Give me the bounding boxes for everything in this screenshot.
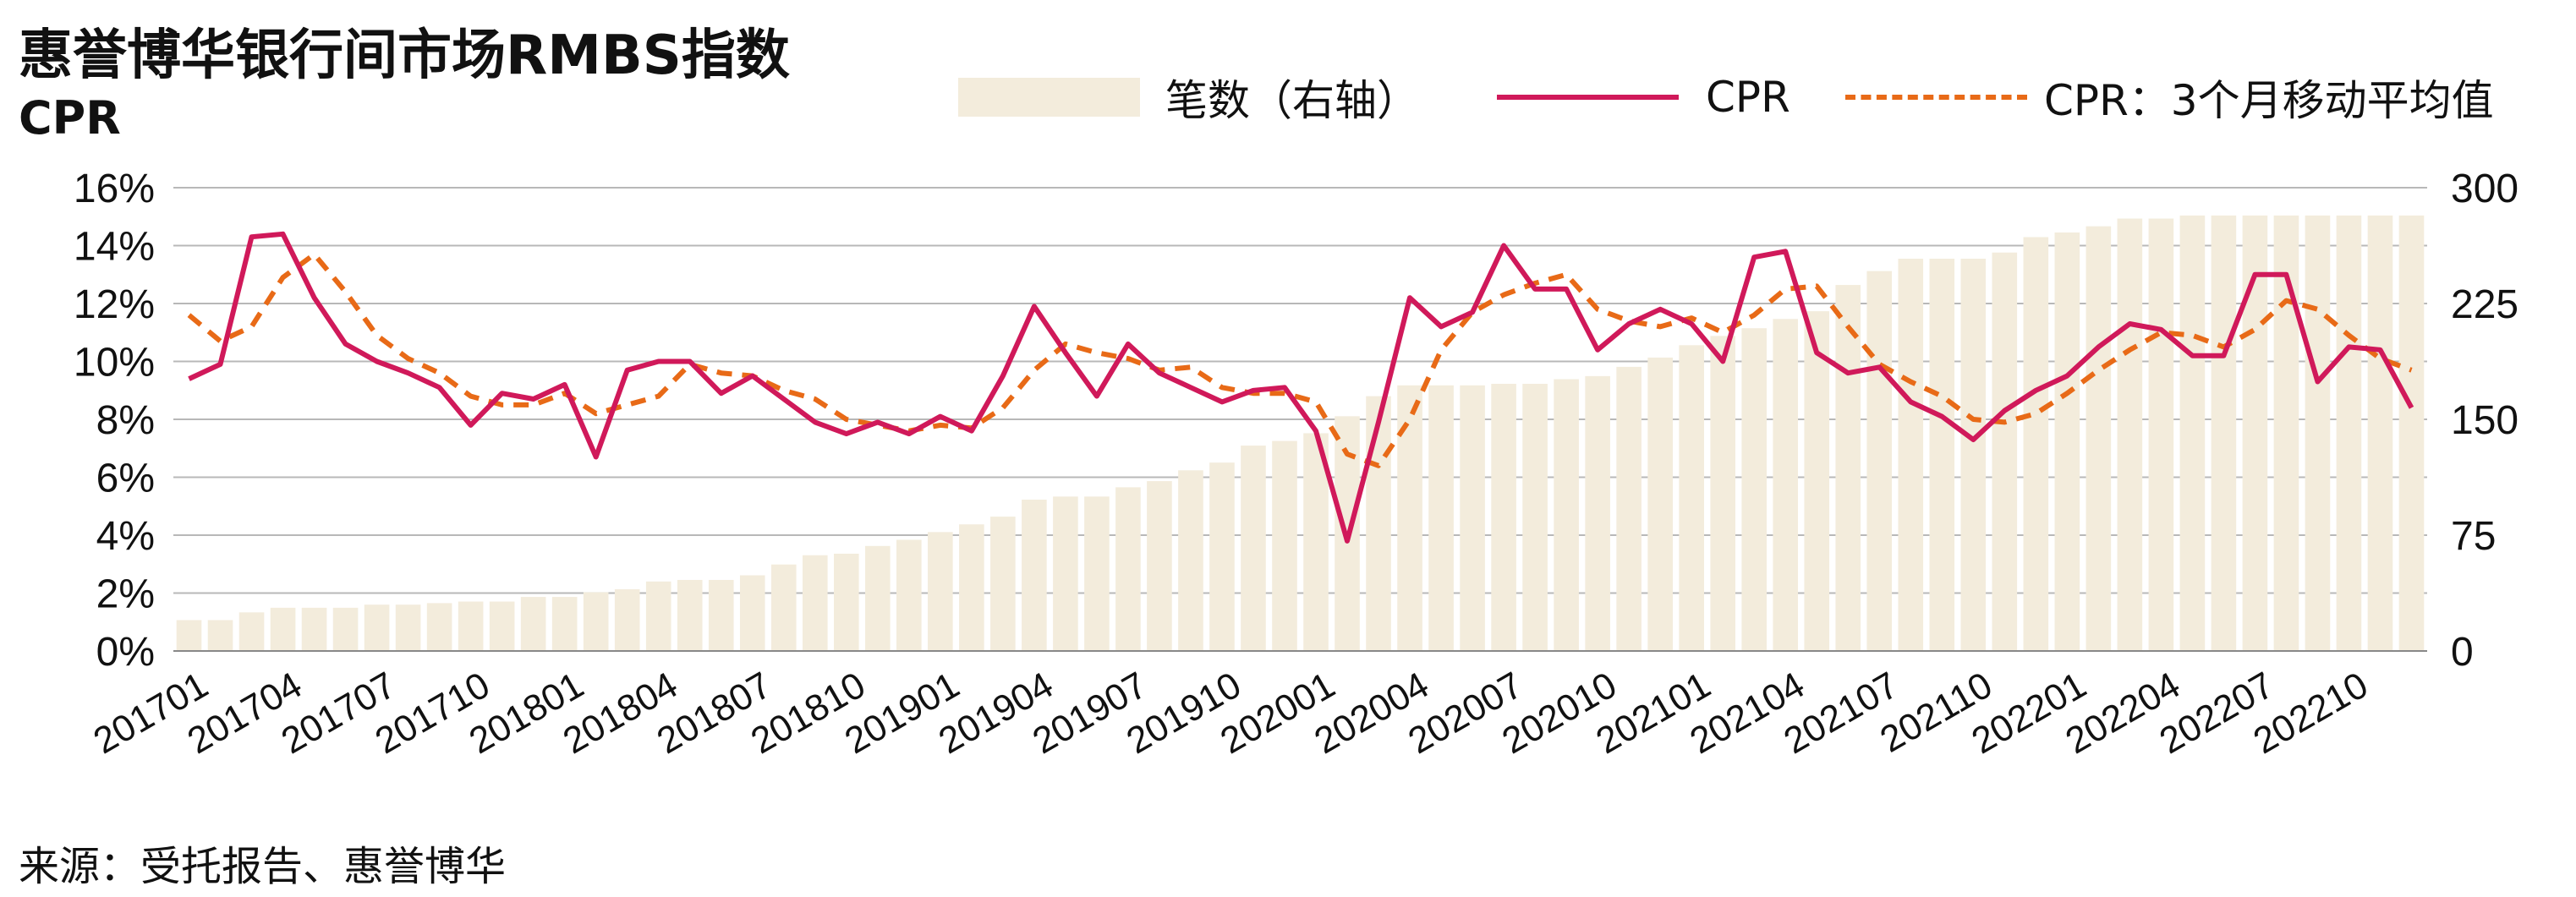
legend-bars-swatch bbox=[958, 78, 1140, 117]
bar bbox=[1209, 462, 1235, 651]
y-right-tick-label: 0 bbox=[2451, 630, 2474, 675]
bar bbox=[1741, 328, 1768, 651]
bar bbox=[1647, 357, 1673, 651]
bar bbox=[677, 579, 703, 651]
bar bbox=[2305, 215, 2331, 651]
y-left-tick-label: 10% bbox=[74, 341, 155, 386]
bar bbox=[1710, 336, 1735, 651]
bar bbox=[2054, 232, 2080, 651]
bar bbox=[1115, 487, 1141, 651]
y-left-tick-label: 2% bbox=[96, 572, 155, 617]
bar bbox=[1084, 496, 1110, 651]
bar bbox=[520, 597, 546, 651]
bar bbox=[1804, 311, 1830, 651]
bar bbox=[583, 592, 609, 651]
bar bbox=[739, 575, 765, 651]
bar bbox=[332, 607, 359, 651]
y-left-tick-label: 16% bbox=[74, 167, 155, 211]
bar bbox=[1272, 440, 1297, 651]
bar bbox=[708, 579, 734, 651]
bar bbox=[2242, 215, 2268, 651]
bar bbox=[1773, 319, 1799, 651]
bar bbox=[1053, 496, 1078, 651]
y-left-tick-label: 14% bbox=[74, 225, 155, 270]
bar bbox=[1491, 383, 1516, 651]
legend-bars-label: 笔数（右轴） bbox=[1165, 76, 1419, 125]
bar bbox=[426, 603, 452, 651]
bar bbox=[176, 620, 202, 651]
ma-line bbox=[187, 251, 2413, 468]
bar bbox=[1835, 285, 1861, 651]
y-right-tick-label: 150 bbox=[2451, 398, 2518, 443]
bar bbox=[2367, 215, 2393, 651]
bar bbox=[1178, 470, 1203, 651]
bar bbox=[364, 604, 390, 651]
y-left-tick-label: 12% bbox=[74, 282, 155, 327]
y-right-tick-label: 75 bbox=[2451, 514, 2496, 559]
bar bbox=[1428, 385, 1454, 651]
cpr-line bbox=[188, 231, 2414, 544]
bar bbox=[1397, 385, 1422, 651]
legend-cpr: CPR bbox=[1497, 68, 1790, 127]
bar bbox=[2148, 218, 2174, 651]
legend-bars: 笔数（右轴） bbox=[958, 68, 1419, 127]
bar bbox=[1022, 499, 1047, 651]
bar bbox=[865, 545, 891, 651]
bar bbox=[2085, 226, 2112, 651]
bar bbox=[1366, 396, 1391, 651]
bar bbox=[1147, 481, 1172, 651]
bar bbox=[1898, 259, 1924, 651]
bar bbox=[1585, 375, 1610, 651]
bar bbox=[2273, 215, 2299, 651]
bar bbox=[2211, 215, 2237, 651]
legend-ma-label: CPR：3个月移动平均值 bbox=[2044, 76, 2494, 125]
bar bbox=[2398, 215, 2425, 651]
bar bbox=[1522, 383, 1548, 651]
bar bbox=[990, 517, 1016, 651]
bar bbox=[489, 601, 515, 651]
bar bbox=[270, 607, 296, 651]
source-note: 来源：受托报告、惠誉博华 bbox=[19, 843, 507, 890]
y-right-tick-label: 300 bbox=[2451, 167, 2518, 211]
legend-ma-swatch bbox=[1845, 95, 2027, 100]
bar bbox=[928, 532, 953, 651]
bar bbox=[207, 620, 233, 651]
y-left-tick-label: 0% bbox=[96, 630, 155, 675]
y-right-tick-label: 225 bbox=[2451, 282, 2518, 327]
bar bbox=[1866, 271, 1893, 651]
bar bbox=[1929, 259, 1955, 651]
bar bbox=[770, 564, 797, 651]
bar bbox=[2336, 215, 2362, 651]
y-left-tick-label: 6% bbox=[96, 457, 155, 501]
y-left-tick-label: 4% bbox=[96, 514, 155, 559]
y-axis-label: CPR bbox=[19, 91, 121, 145]
bar bbox=[1554, 379, 1579, 651]
y-left-tick-label: 8% bbox=[96, 398, 155, 443]
bar bbox=[238, 612, 265, 651]
bar bbox=[2117, 218, 2143, 651]
bar bbox=[551, 597, 578, 651]
bar bbox=[614, 588, 640, 651]
bar bbox=[833, 553, 859, 651]
bar bbox=[2023, 237, 2049, 651]
bar bbox=[959, 524, 984, 651]
bar bbox=[896, 539, 922, 651]
bar bbox=[395, 604, 421, 651]
bar bbox=[458, 601, 484, 651]
legend-cpr-label: CPR bbox=[1706, 73, 1790, 122]
bar bbox=[645, 581, 671, 651]
bar bbox=[2179, 215, 2206, 651]
chart-title: 惠誉博华银行间市场RMBS指数 bbox=[19, 25, 790, 87]
bar bbox=[1460, 385, 1485, 651]
legend-cpr-swatch bbox=[1497, 95, 1679, 100]
bar bbox=[1960, 259, 1987, 651]
legend-ma: CPR：3个月移动平均值 bbox=[1845, 68, 2494, 127]
bar bbox=[1992, 252, 2018, 651]
bar bbox=[1241, 446, 1266, 651]
bar bbox=[1616, 366, 1642, 651]
bar bbox=[802, 555, 828, 651]
bar bbox=[1679, 345, 1704, 651]
bar bbox=[301, 607, 327, 651]
